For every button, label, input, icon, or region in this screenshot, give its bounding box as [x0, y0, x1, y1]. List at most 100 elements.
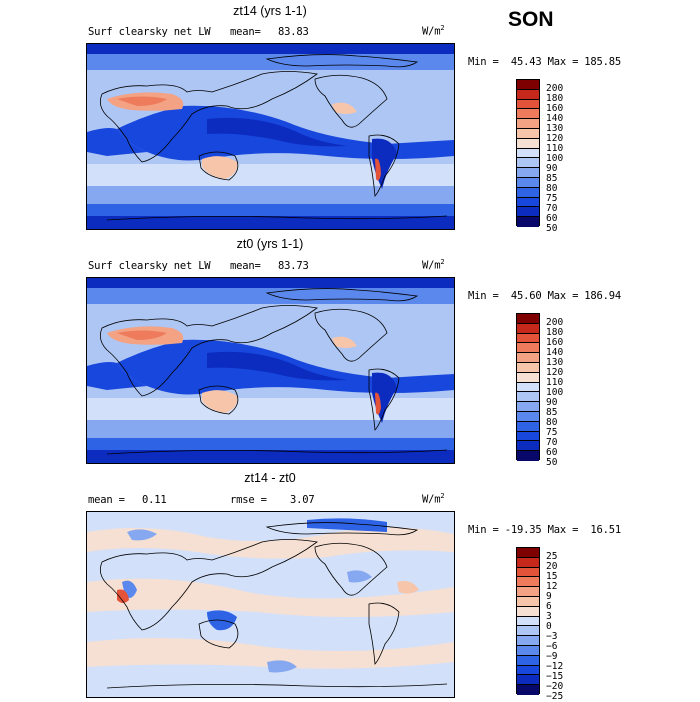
panel2-colorbar-swatch [517, 343, 539, 354]
colorbar-label: 50 [546, 457, 558, 468]
panel2-minmax: Min = 45.60 Max = 186.94 [468, 290, 622, 302]
panel3-map [86, 511, 455, 698]
colorbar-label: 100 [546, 387, 564, 398]
panel2-colorbar-swatch [517, 392, 539, 403]
colorbar-label: 3 [546, 611, 552, 622]
colorbar-label: 160 [546, 103, 564, 114]
colorbar-label: 180 [546, 93, 564, 104]
colorbar-label: 15 [546, 571, 558, 582]
panel2-colorbar-swatch [517, 382, 539, 393]
panel3-colorbar-swatch [517, 596, 539, 607]
panel1-title: zt14 (yrs 1-1) [233, 4, 307, 18]
panel2-colorbar-swatch [517, 411, 539, 422]
colorbar-label: −20 [546, 681, 564, 692]
panel3-minmax: Min = -19.35 Max = 16.51 [468, 524, 622, 536]
panel2-colorbar-swatch [517, 333, 539, 344]
panel1-colorbar-swatch [517, 128, 539, 139]
panel2-colorbar-swatch [517, 441, 539, 452]
panel1-colorbar-swatch [517, 197, 539, 208]
panel2-colorbar-swatch [517, 323, 539, 334]
panel1-colorbar-swatch [517, 177, 539, 188]
panel2-colorbar-swatch [517, 314, 539, 324]
colorbar-label: 200 [546, 317, 564, 328]
colorbar-label: 90 [546, 397, 558, 408]
panel3-colorbar-swatch [517, 567, 539, 578]
panel2-mean-label: mean= [230, 260, 261, 272]
panel1-variable: Surf clearsky net LW [88, 26, 211, 38]
colorbar-label: 0 [546, 621, 552, 632]
panel3-units: W/m2 [422, 492, 445, 506]
panel1-colorbar-swatch [517, 207, 539, 218]
colorbar-label: 200 [546, 83, 564, 94]
panel2-mean-value: 83.73 [278, 260, 309, 272]
colorbar-label: 75 [546, 193, 558, 204]
colorbar-label: 80 [546, 183, 558, 194]
colorbar-label: 9 [546, 591, 552, 602]
colorbar-label: 120 [546, 367, 564, 378]
panel1-colorbar-swatch [517, 217, 539, 227]
colorbar-label: 70 [546, 203, 558, 214]
panel1-colorbar-swatch [517, 80, 539, 90]
panel2-colorbar [516, 313, 540, 461]
colorbar-label: 85 [546, 173, 558, 184]
panel1-minmax: Min = 45.43 Max = 185.85 [468, 56, 622, 68]
colorbar-label: 50 [546, 223, 558, 234]
panel2-title: zt0 (yrs 1-1) [236, 237, 304, 251]
colorbar-label: 160 [546, 337, 564, 348]
panel1-units: W/m2 [422, 24, 445, 38]
colorbar-label: 25 [546, 551, 558, 562]
colorbar-label: 120 [546, 133, 564, 144]
panel1-colorbar-swatch [517, 158, 539, 169]
colorbar-label: 110 [546, 377, 564, 388]
panel1-colorbar-labels: 200 180 160 140 130 120 110 100 90 85 80… [546, 84, 563, 234]
panel3-colorbar-swatch [517, 557, 539, 568]
panel3-colorbar [516, 547, 540, 695]
colorbar-label: 70 [546, 437, 558, 448]
colorbar-label: −9 [546, 651, 558, 662]
colorbar-label: 90 [546, 163, 558, 174]
panel3-mean-value: 0.11 [142, 494, 167, 506]
panel2-colorbar-swatch [517, 421, 539, 432]
colorbar-label: −12 [546, 661, 564, 672]
panel2-colorbar-swatch [517, 372, 539, 383]
panel3-colorbar-swatch [517, 616, 539, 627]
colorbar-label: 12 [546, 581, 558, 592]
panel1-colorbar [516, 79, 540, 227]
panel2-map [86, 277, 455, 464]
panel2-colorbar-swatch [517, 402, 539, 412]
panel3-colorbar-swatch [517, 577, 539, 588]
panel1-colorbar-swatch [517, 138, 539, 149]
panel1-colorbar-swatch [517, 99, 539, 110]
panel2-units: W/m2 [422, 258, 445, 272]
panel1-colorbar-swatch [517, 119, 539, 129]
colorbar-label: −15 [546, 671, 564, 682]
colorbar-label: −6 [546, 641, 558, 652]
panel3-colorbar-swatch [517, 685, 539, 695]
panel3-title: zt14 - zt0 [244, 471, 296, 485]
panel1-mean-value: 83.83 [278, 26, 309, 38]
panel3-colorbar-swatch [517, 548, 539, 558]
panel3-colorbar-swatch [517, 636, 539, 646]
panel1-colorbar-swatch [517, 89, 539, 100]
colorbar-label: 130 [546, 123, 564, 134]
panel3-rmse-label: rmse = [230, 494, 267, 506]
colorbar-label: 110 [546, 143, 564, 154]
colorbar-label: 130 [546, 357, 564, 368]
panel3-colorbar-swatch [517, 606, 539, 617]
colorbar-label: 140 [546, 347, 564, 358]
colorbar-label: −3 [546, 631, 558, 642]
colorbar-label: −25 [546, 691, 564, 702]
panel1-colorbar-swatch [517, 187, 539, 198]
colorbar-label: 80 [546, 417, 558, 428]
panel3-colorbar-labels: 25 20 15 12 9 6 3 0 −3 −6 −9 −12 −15 −20… [546, 552, 563, 702]
colorbar-label: 20 [546, 561, 558, 572]
panel1-colorbar-swatch [517, 109, 539, 120]
panel3-colorbar-swatch [517, 626, 539, 637]
colorbar-label: 85 [546, 407, 558, 418]
panel1-mean-label: mean= [230, 26, 261, 38]
colorbar-label: 60 [546, 213, 558, 224]
panel3-colorbar-swatch [517, 587, 539, 597]
panel3-colorbar-swatch [517, 675, 539, 686]
panel3-colorbar-swatch [517, 655, 539, 666]
panel2-variable: Surf clearsky net LW [88, 260, 211, 272]
